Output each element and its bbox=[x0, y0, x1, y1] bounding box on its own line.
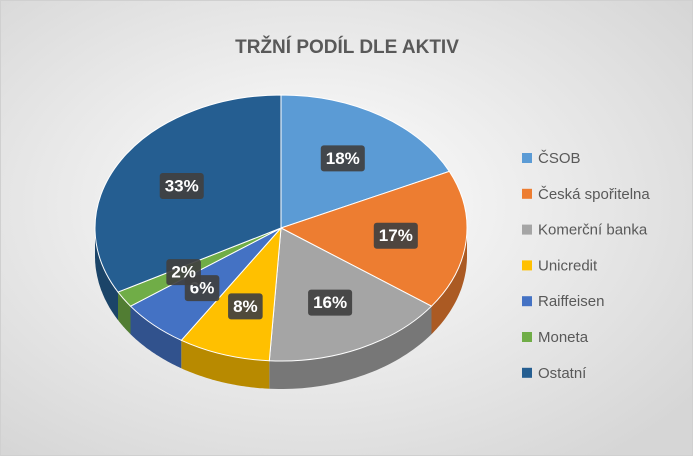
data-label-box bbox=[228, 293, 263, 320]
legend-swatch bbox=[522, 260, 532, 271]
legend-label: Moneta bbox=[538, 329, 589, 346]
legend-label: Komerční banka bbox=[538, 222, 648, 239]
data-label-text: 16% bbox=[313, 293, 347, 312]
data-label-box bbox=[320, 145, 365, 172]
legend-label: Raiffeisen bbox=[538, 293, 604, 310]
data-label-text: 2% bbox=[171, 263, 196, 282]
data-label: 33% bbox=[159, 173, 204, 200]
data-label: 18% bbox=[320, 145, 365, 172]
chart-title: TRŽNÍ PODÍL DLE AKTIV bbox=[235, 36, 459, 58]
legend-swatch bbox=[522, 153, 532, 163]
slice bbox=[280, 94, 451, 229]
legend-swatch bbox=[522, 296, 532, 307]
slice-side bbox=[181, 340, 270, 389]
data-label-text: 17% bbox=[379, 226, 413, 245]
data-label: 2% bbox=[166, 259, 201, 286]
legend-swatch bbox=[522, 188, 532, 199]
legend-label: Česká spořitelna bbox=[538, 186, 650, 203]
legend-label: ČSOB bbox=[538, 150, 581, 167]
data-label: 17% bbox=[373, 222, 418, 249]
slice-side bbox=[431, 228, 467, 335]
data-label-text: 18% bbox=[326, 149, 360, 168]
legend-label: Ostatní bbox=[538, 365, 587, 382]
slice-side bbox=[118, 292, 131, 335]
data-label: 16% bbox=[308, 289, 353, 316]
legend-label: Unicredit bbox=[538, 257, 598, 274]
legend-swatch bbox=[522, 224, 532, 235]
data-label: 8% bbox=[228, 293, 263, 320]
data-label-box bbox=[159, 173, 204, 200]
legend-swatch bbox=[522, 332, 532, 342]
data-label-text: 33% bbox=[165, 177, 199, 196]
data-label-box bbox=[308, 289, 353, 316]
legend-swatch bbox=[522, 367, 532, 378]
data-label-box bbox=[373, 222, 418, 249]
slice-side bbox=[130, 306, 182, 369]
data-label-box bbox=[166, 259, 201, 286]
slice-side bbox=[269, 306, 432, 389]
data-label-text: 8% bbox=[233, 297, 258, 316]
